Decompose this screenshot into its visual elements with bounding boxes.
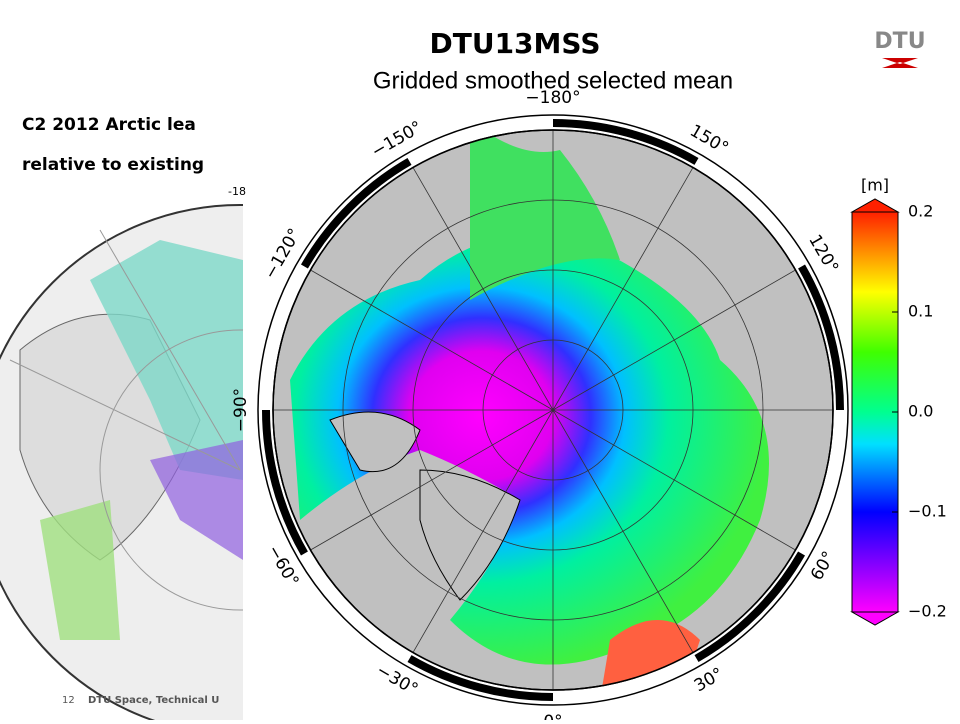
colorbar-cap (850, 611, 900, 626)
map-frame (407, 655, 554, 701)
title: DTU13MSS (430, 27, 601, 60)
footer: DTU Space, Technical U (88, 695, 219, 706)
longitude-label: −180° (525, 88, 580, 108)
map-frame (552, 119, 699, 165)
subtitle: Gridded smoothed selected mean (373, 67, 733, 94)
map-frame (798, 264, 844, 411)
colorbar-tick-label: −0.2 (908, 602, 947, 621)
map-label: -18 (228, 185, 246, 198)
body-text: relative to existing (22, 155, 204, 175)
logo: DTU (874, 29, 925, 54)
meridian (301, 264, 554, 411)
left-map (0, 204, 243, 720)
meridian (407, 409, 554, 662)
colorbar-tick-label: 0.2 (908, 202, 933, 221)
meridian (552, 409, 699, 662)
meridian (407, 158, 554, 411)
meridian (552, 409, 805, 556)
map-frame (300, 157, 412, 269)
colorbar-tick-label: 0.1 (908, 302, 933, 321)
colorbar-cap (850, 198, 900, 213)
map-frame (694, 551, 806, 663)
map-frame (262, 409, 308, 556)
colorbar-tick-label: −0.1 (908, 502, 947, 521)
longitude-label: −90° (231, 388, 251, 432)
body-text: C2 2012 Arctic lea (22, 115, 196, 135)
page-number: 12 (62, 695, 75, 706)
colorbar-tick-label: 0.0 (908, 402, 933, 421)
meridian (552, 158, 699, 411)
meridian (552, 264, 805, 411)
longitude-label: 0° (543, 712, 562, 720)
colorbar (851, 211, 899, 613)
main-map (257, 114, 849, 706)
logo-mark (882, 58, 918, 68)
meridian (301, 409, 554, 556)
colorbar-unit: [m] (861, 176, 889, 195)
